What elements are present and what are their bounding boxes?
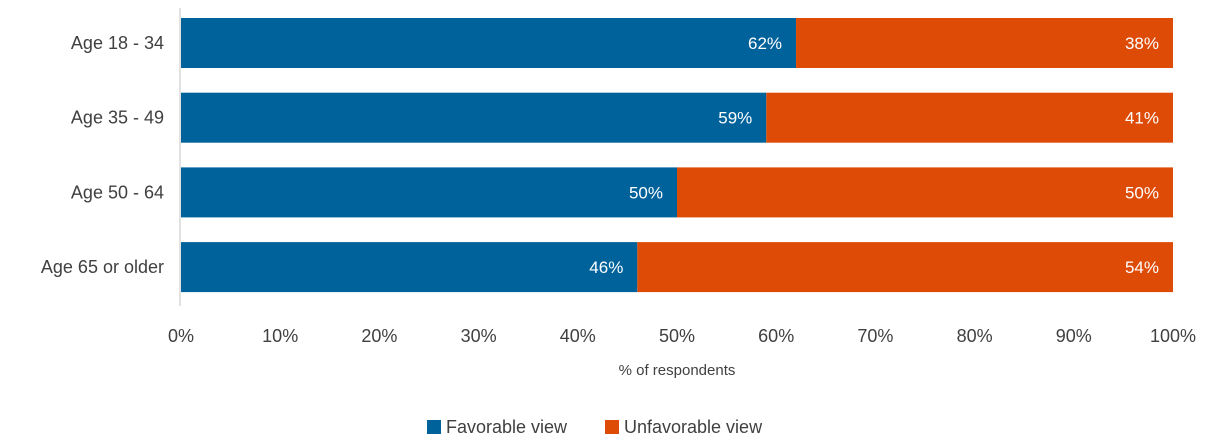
category-label-0: Age 18 - 34	[71, 33, 164, 53]
bar-unfavorable-0	[796, 18, 1173, 68]
legend-label-unfavorable: Unfavorable view	[624, 417, 763, 437]
data-label-unfavorable-3: 54%	[1125, 258, 1159, 277]
x-tick-label: 20%	[361, 326, 397, 346]
category-label-1: Age 35 - 49	[71, 108, 164, 128]
x-tick-label: 60%	[758, 326, 794, 346]
x-tick-label: 100%	[1150, 326, 1196, 346]
x-tick-label: 70%	[857, 326, 893, 346]
x-tick-label: 0%	[168, 326, 194, 346]
x-axis-title: % of respondents	[619, 362, 736, 379]
bar-favorable-1	[181, 92, 767, 143]
bar-favorable-0	[181, 18, 797, 68]
legend-swatch-unfavorable	[605, 420, 619, 434]
x-tick-label: 50%	[659, 326, 695, 346]
bar-favorable-2	[181, 167, 677, 218]
x-tick-label: 30%	[461, 326, 497, 346]
bar-unfavorable-2	[677, 167, 1173, 218]
bar-favorable-3	[181, 242, 638, 293]
x-tick-label: 10%	[262, 326, 298, 346]
x-tick-label: 80%	[957, 326, 993, 346]
data-label-favorable-1: 59%	[718, 109, 752, 128]
category-labels: Age 18 - 34 Age 35 - 49 Age 50 - 64 Age 65 …	[41, 33, 164, 277]
bars-group: 62% 38% 59% 41% 50% 50% 46% 54%	[181, 18, 1173, 293]
legend: Favorable view Unfavorable view	[427, 417, 763, 437]
data-label-unfavorable-1: 41%	[1125, 109, 1159, 128]
bar-unfavorable-1	[766, 92, 1173, 143]
data-label-favorable-2: 50%	[629, 183, 663, 202]
x-tick-label: 40%	[560, 326, 596, 346]
category-label-3: Age 65 or older	[41, 257, 164, 277]
legend-label-favorable: Favorable view	[446, 417, 568, 437]
x-tick-label: 90%	[1056, 326, 1092, 346]
data-label-favorable-0: 62%	[748, 34, 782, 53]
data-label-favorable-3: 46%	[589, 258, 623, 277]
legend-swatch-favorable	[427, 420, 441, 434]
data-label-unfavorable-2: 50%	[1125, 183, 1159, 202]
data-label-unfavorable-0: 38%	[1125, 34, 1159, 53]
category-label-2: Age 50 - 64	[71, 182, 164, 202]
bar-unfavorable-3	[637, 242, 1173, 293]
x-axis-ticks: 0% 10% 20% 30% 40% 50% 60% 70% 80% 90% 100%	[168, 326, 1196, 346]
